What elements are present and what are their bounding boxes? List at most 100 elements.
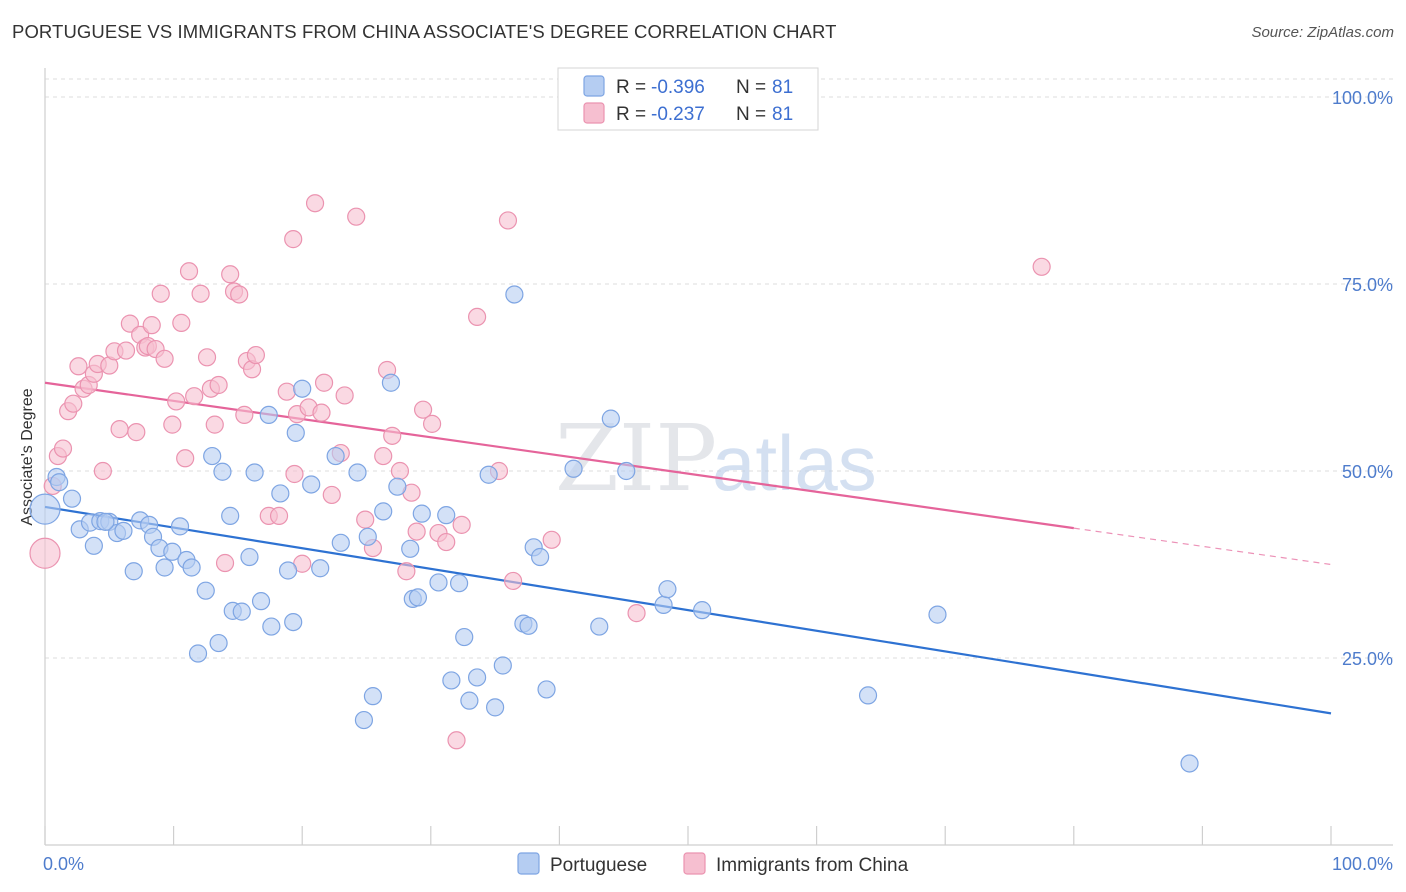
- data-point: [155, 558, 174, 577]
- data-point: [437, 506, 456, 525]
- data-point: [460, 691, 479, 710]
- data-point: [374, 446, 393, 466]
- data-point: [182, 558, 201, 577]
- data-point: [322, 485, 341, 505]
- data-point: [50, 473, 69, 492]
- data-point: [203, 446, 222, 466]
- data-point: [422, 414, 442, 433]
- data-point: [155, 349, 174, 368]
- watermark: ZIP atlas: [555, 405, 877, 512]
- data-point: [69, 357, 88, 376]
- data-point: [235, 405, 254, 424]
- data-point: [467, 668, 487, 687]
- y-tick-label: 75.0%: [1342, 275, 1393, 295]
- data-point: [531, 547, 550, 567]
- data-point: [498, 211, 518, 230]
- trend-lines: [44, 381, 1332, 715]
- data-point: [363, 687, 383, 706]
- data-point: [311, 559, 330, 578]
- data-point: [305, 194, 325, 213]
- data-point: [519, 616, 538, 635]
- data-point: [127, 423, 146, 442]
- data-point: [326, 446, 345, 466]
- bottom-legend-swatch-portuguese: [517, 852, 540, 875]
- x-tick-label: 0.0%: [43, 854, 84, 874]
- axes: [44, 68, 1393, 846]
- chart-title: PORTUGUESE VS IMMIGRANTS FROM CHINA ASSO…: [12, 21, 837, 42]
- watermark-atlas: atlas: [712, 419, 877, 507]
- data-point: [537, 680, 556, 699]
- data-point: [658, 580, 677, 599]
- data-point: [654, 595, 673, 614]
- data-point: [486, 698, 505, 717]
- y-tick-label: 50.0%: [1342, 462, 1393, 482]
- data-point: [429, 573, 448, 592]
- data-point: [335, 386, 354, 405]
- data-point: [170, 517, 190, 536]
- data-point: [1180, 754, 1199, 773]
- data-point: [221, 265, 240, 284]
- data-point: [120, 314, 139, 333]
- data-point: [302, 475, 321, 494]
- data-point: [493, 656, 512, 675]
- data-point: [354, 710, 374, 730]
- data-point: [312, 403, 331, 422]
- data-point: [246, 345, 266, 365]
- source-label: Source: ZipAtlas.com: [1251, 24, 1394, 41]
- data-point: [858, 686, 878, 705]
- data-point: [284, 612, 303, 632]
- data-point: [191, 284, 210, 303]
- data-point: [213, 462, 232, 481]
- data-point: [407, 522, 426, 541]
- data-point: [286, 423, 305, 442]
- data-point: [93, 461, 112, 481]
- data-point: [29, 493, 61, 525]
- data-point: [542, 530, 561, 549]
- data-point: [209, 375, 228, 395]
- data-point: [124, 562, 143, 581]
- data-point: [601, 409, 620, 428]
- trend-line: [44, 381, 1074, 530]
- data-point: [505, 285, 524, 304]
- data-point: [277, 382, 296, 401]
- data-point: [259, 405, 278, 424]
- x-tick-label: 100.0%: [1332, 854, 1393, 874]
- data-point: [172, 313, 191, 332]
- bottom-legend: Portuguese Immigrants from China: [517, 852, 909, 876]
- data-point: [928, 605, 947, 624]
- data-point: [401, 539, 420, 558]
- data-point: [467, 307, 487, 327]
- data-point: [209, 633, 228, 653]
- data-point: [412, 504, 431, 523]
- data-point: [314, 373, 334, 392]
- data-point: [205, 415, 224, 434]
- data-point: [442, 671, 461, 690]
- legend-n-label: N =: [736, 104, 766, 125]
- data-point: [215, 553, 235, 573]
- data-point: [163, 415, 182, 434]
- data-point: [358, 527, 377, 546]
- legend-r-label: R =: [616, 104, 646, 125]
- trend-line-extension: [1073, 527, 1332, 566]
- data-point: [356, 510, 375, 529]
- data-point: [383, 426, 402, 445]
- data-point: [84, 536, 103, 555]
- y-tick-label: 25.0%: [1342, 649, 1393, 669]
- data-point: [96, 512, 115, 531]
- legend-swatch-immigrants-from-china: [583, 102, 605, 124]
- data-point: [590, 617, 609, 636]
- data-point: [269, 506, 289, 525]
- legend-n-value: 81: [772, 77, 793, 98]
- legend-r-label: R =: [616, 77, 646, 98]
- data-point: [167, 392, 186, 411]
- data-point: [221, 506, 240, 525]
- data-point: [1032, 257, 1051, 276]
- data-point: [455, 627, 474, 647]
- data-point: [142, 316, 161, 335]
- series-immigrants-from-china: [29, 194, 1051, 750]
- data-point: [390, 461, 410, 481]
- data-point: [447, 731, 466, 750]
- data-point: [381, 373, 401, 392]
- data-point: [245, 463, 264, 482]
